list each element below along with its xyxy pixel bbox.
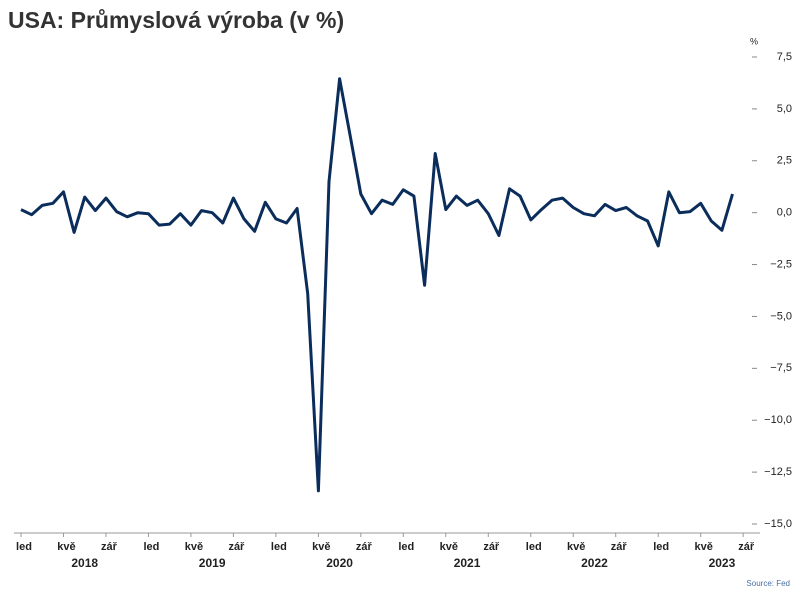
x-tick-label: kvě <box>567 541 585 553</box>
y-tick-label: 7,5 <box>777 51 792 63</box>
y-tick-label: 2,5 <box>777 155 792 167</box>
x-tick-label: zář <box>738 541 755 553</box>
x-tick-label: led <box>398 541 414 553</box>
year-label: 2023 <box>709 556 736 570</box>
year-label: 2022 <box>581 556 608 570</box>
x-tick-label: zář <box>228 541 245 553</box>
x-tick-label: zář <box>611 541 628 553</box>
x-tick-label: kvě <box>57 541 75 553</box>
x-tick-label: kvě <box>185 541 203 553</box>
unit-label: % <box>750 36 758 46</box>
y-tick-label: −2,5 <box>770 258 792 270</box>
y-tick-label: −5,0 <box>770 310 792 322</box>
y-tick-label: −10,0 <box>764 414 792 426</box>
x-tick-label: zář <box>483 541 500 553</box>
x-tick-label: kvě <box>695 541 713 553</box>
x-tick-label: kvě <box>312 541 330 553</box>
x-tick-label: led <box>143 541 159 553</box>
x-tick-label: led <box>271 541 287 553</box>
y-tick-label: −7,5 <box>770 362 792 374</box>
y-tick-label: 5,0 <box>777 103 792 115</box>
source: Source: Fed <box>746 579 790 588</box>
year-label: 2018 <box>71 556 98 570</box>
x-tick-label: zář <box>356 541 373 553</box>
x-tick-label: led <box>653 541 669 553</box>
year-label: 2021 <box>454 556 481 570</box>
data-line <box>20 77 734 493</box>
year-label: 2019 <box>199 556 226 570</box>
chart-title: USA: Průmyslová výroba (v %) <box>8 7 344 33</box>
y-tick-label: 0,0 <box>777 207 792 219</box>
year-label: 2020 <box>326 556 353 570</box>
y-tick-label: −12,5 <box>764 466 792 478</box>
x-tick-label: kvě <box>440 541 458 553</box>
y-tick-label: −15,0 <box>764 518 792 530</box>
x-tick-label: led <box>16 541 32 553</box>
x-tick-label: led <box>526 541 542 553</box>
x-tick-label: zář <box>101 541 118 553</box>
